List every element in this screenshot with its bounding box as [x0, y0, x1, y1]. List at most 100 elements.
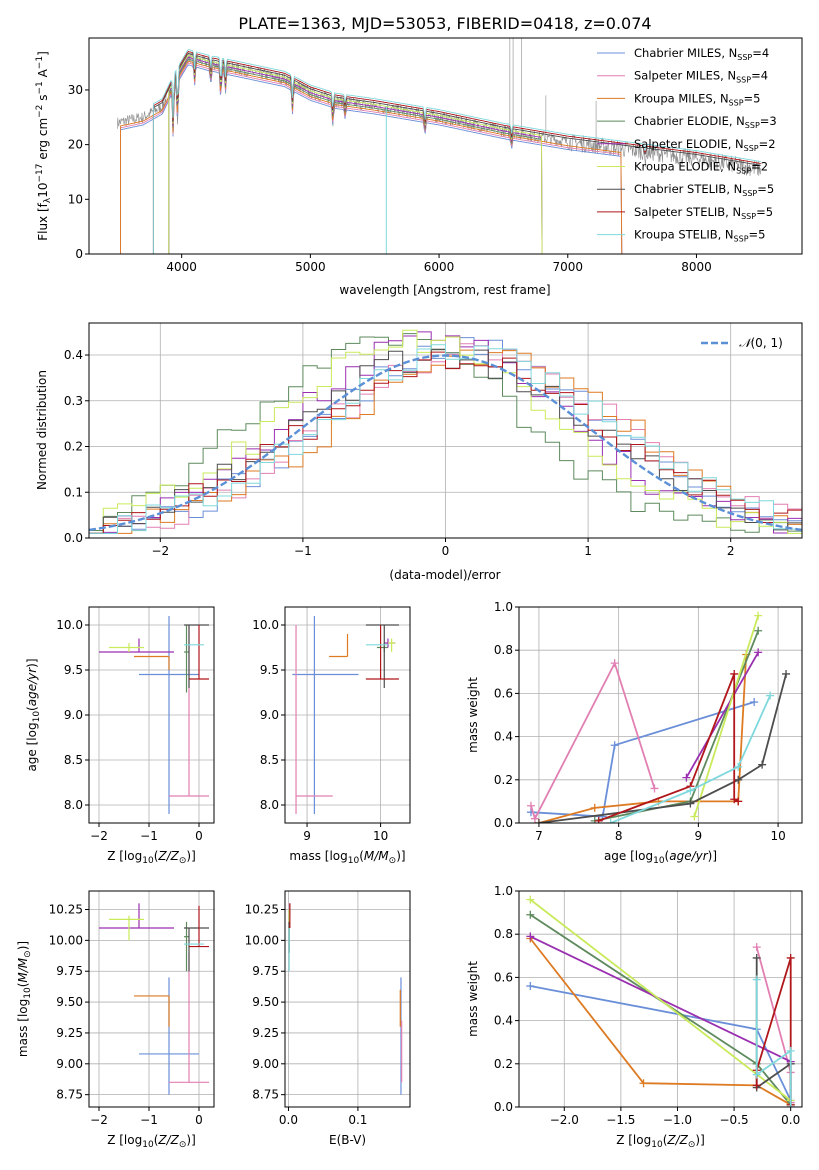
x-axis-label: wavelength [Angstrom, rest frame]	[339, 283, 550, 297]
plot-area	[89, 329, 802, 538]
y-tick-label: 9.00	[252, 1057, 279, 1071]
model-spectrum-salpeter_stelib	[152, 50, 761, 254]
y-tick-label: 10.0	[252, 618, 279, 632]
legend: 𝒩(0, 1)	[701, 336, 783, 350]
series-kroupa_elodie	[526, 895, 795, 1105]
legend-label: Kroupa ELODIE, NSSP=2	[634, 160, 768, 176]
series-marker	[782, 669, 791, 678]
series-marker	[526, 932, 535, 941]
spectrum-axes: 4000 5000 6000 7000 8000 0 10 20 30 wavelength [A…	[35, 37, 803, 297]
legend-label: Kroupa MILES, NSSP=5	[634, 91, 760, 107]
series-marker	[594, 816, 603, 823]
hist-axes: −2 −1 0 1 2 0.0 0.1 0.2 0.3 0.4 (data-model)/error…	[35, 322, 803, 582]
x-tick-label: 9	[695, 829, 703, 843]
errorbar-kroupa_elodie	[387, 638, 396, 652]
x-tick-label: 7000	[552, 260, 583, 274]
x-tick-label: 0.1	[348, 1113, 367, 1127]
legend-label: Chabrier STELIB, NSSP=5	[634, 182, 774, 198]
series-line	[529, 898, 792, 1102]
x-tick-label: 8	[615, 829, 623, 843]
errorbar-chabrier_miles	[292, 616, 359, 814]
y-tick-label: 0.6	[494, 686, 513, 700]
y-tick-label: 0.3	[64, 394, 83, 408]
x-tick-label: −2.0	[550, 1113, 579, 1127]
series-marker	[754, 611, 763, 620]
y-tick-label: 8.5	[64, 753, 83, 767]
plot-area	[526, 895, 795, 1107]
y-axis-label: Flux [fλ10−17 erg cm−2 s−1 A−1]	[35, 51, 53, 241]
x-tick-label: −1.5	[606, 1113, 635, 1127]
age_z-axes: −2 −1 0 8.0 8.5 9.0 9.5 10.0 Z [log10(Z/Z⊙)] age …	[25, 606, 215, 866]
y-tick-label: 0.2	[64, 440, 83, 454]
series-marker	[752, 1081, 761, 1090]
y-tick-label: 0.8	[494, 643, 513, 657]
series-line	[610, 695, 771, 823]
series-line	[685, 651, 759, 779]
x-tick-label: −1.0	[663, 1113, 692, 1127]
x-tick-label: −2	[151, 544, 169, 558]
series-marker	[730, 669, 739, 678]
x-axis-label: (data-model)/error	[389, 568, 500, 582]
y-tick-label: 0.0	[494, 816, 513, 830]
y-tick-label: 0.4	[494, 730, 513, 744]
series-marker	[610, 741, 619, 750]
x-axis-label: Z [log10(Z/Z⊙)]	[107, 1133, 196, 1150]
model-spectrum-kroupa_miles	[120, 60, 623, 254]
y-tick-label: 9.75	[252, 964, 279, 978]
errorbar-salpeter_miles	[295, 625, 333, 814]
series-marker	[786, 953, 795, 962]
y-tick-label: 9.0	[260, 708, 279, 722]
series-marker	[610, 659, 619, 668]
x-axis-label: Z [log10(Z/Z⊙)]	[107, 849, 196, 866]
series-salpeter_stelib	[594, 669, 743, 823]
legend-label: 𝒩(0, 1)	[739, 336, 783, 350]
y-tick-label: 8.75	[56, 1088, 83, 1102]
y-tick-label: 0.2	[494, 1057, 513, 1071]
series-salpeter_elodie	[682, 648, 763, 782]
series-marker	[754, 626, 763, 635]
series-kroupa_miles	[534, 650, 751, 823]
series-marker	[639, 1079, 648, 1088]
x-axis-label: E(B-V)	[329, 1133, 366, 1147]
legend-label: Kroupa STELIB, NSSP=5	[634, 228, 765, 244]
series-salpeter_miles	[526, 659, 659, 823]
series-kroupa_elodie	[690, 611, 763, 821]
errorbar-kroupa_elodie	[109, 643, 144, 652]
model-spectrum-kroupa_elodie	[168, 54, 543, 254]
y-tick-label: 8.0	[64, 798, 83, 812]
axes-frame	[518, 606, 803, 824]
legend-label: Salpeter STELIB, NSSP=5	[634, 205, 773, 221]
series-marker	[752, 975, 761, 984]
series-marker	[526, 982, 535, 991]
model-spectrum-kroupa_stelib	[152, 49, 761, 254]
x-tick-label: 5000	[295, 260, 326, 274]
series-line	[755, 946, 792, 1103]
x-tick-label: −2	[90, 829, 108, 843]
series-marker	[754, 648, 763, 657]
y-axis-label: mass weight	[466, 677, 480, 753]
plot-area	[117, 38, 762, 254]
series-marker	[750, 698, 759, 707]
y-tick-label: 1.0	[494, 600, 513, 614]
series-line	[755, 979, 792, 1107]
y-tick-label: 30	[68, 83, 83, 97]
errorbar-kroupa_elodie	[109, 915, 144, 941]
x-tick-label: −1	[140, 1113, 158, 1127]
y-tick-label: 9.5	[64, 663, 83, 677]
y-tick-label: 20	[68, 138, 83, 152]
series-line	[530, 701, 755, 818]
legend-label: Salpeter MILES, NSSP=4	[634, 69, 768, 85]
legend-label: Salpeter ELODIE, NSSP=2	[634, 137, 776, 153]
mass_ebv-axes: 0.0 0.1 8.75 9.00 9.25 9.50 9.75 10.00 10.25 E(B-…	[245, 890, 411, 1147]
plot-area	[526, 611, 791, 823]
series-marker	[786, 1046, 795, 1055]
errorbar-salpeter_elodie	[99, 638, 174, 653]
series-kroupa_miles	[526, 934, 795, 1107]
errorbar-salpeter_stelib	[189, 905, 209, 948]
y-tick-label: 10.00	[49, 933, 83, 947]
y-tick-label: 0.2	[494, 773, 513, 787]
series-marker	[682, 773, 691, 782]
x-tick-label: 0	[195, 829, 203, 843]
series-marker	[766, 691, 775, 700]
